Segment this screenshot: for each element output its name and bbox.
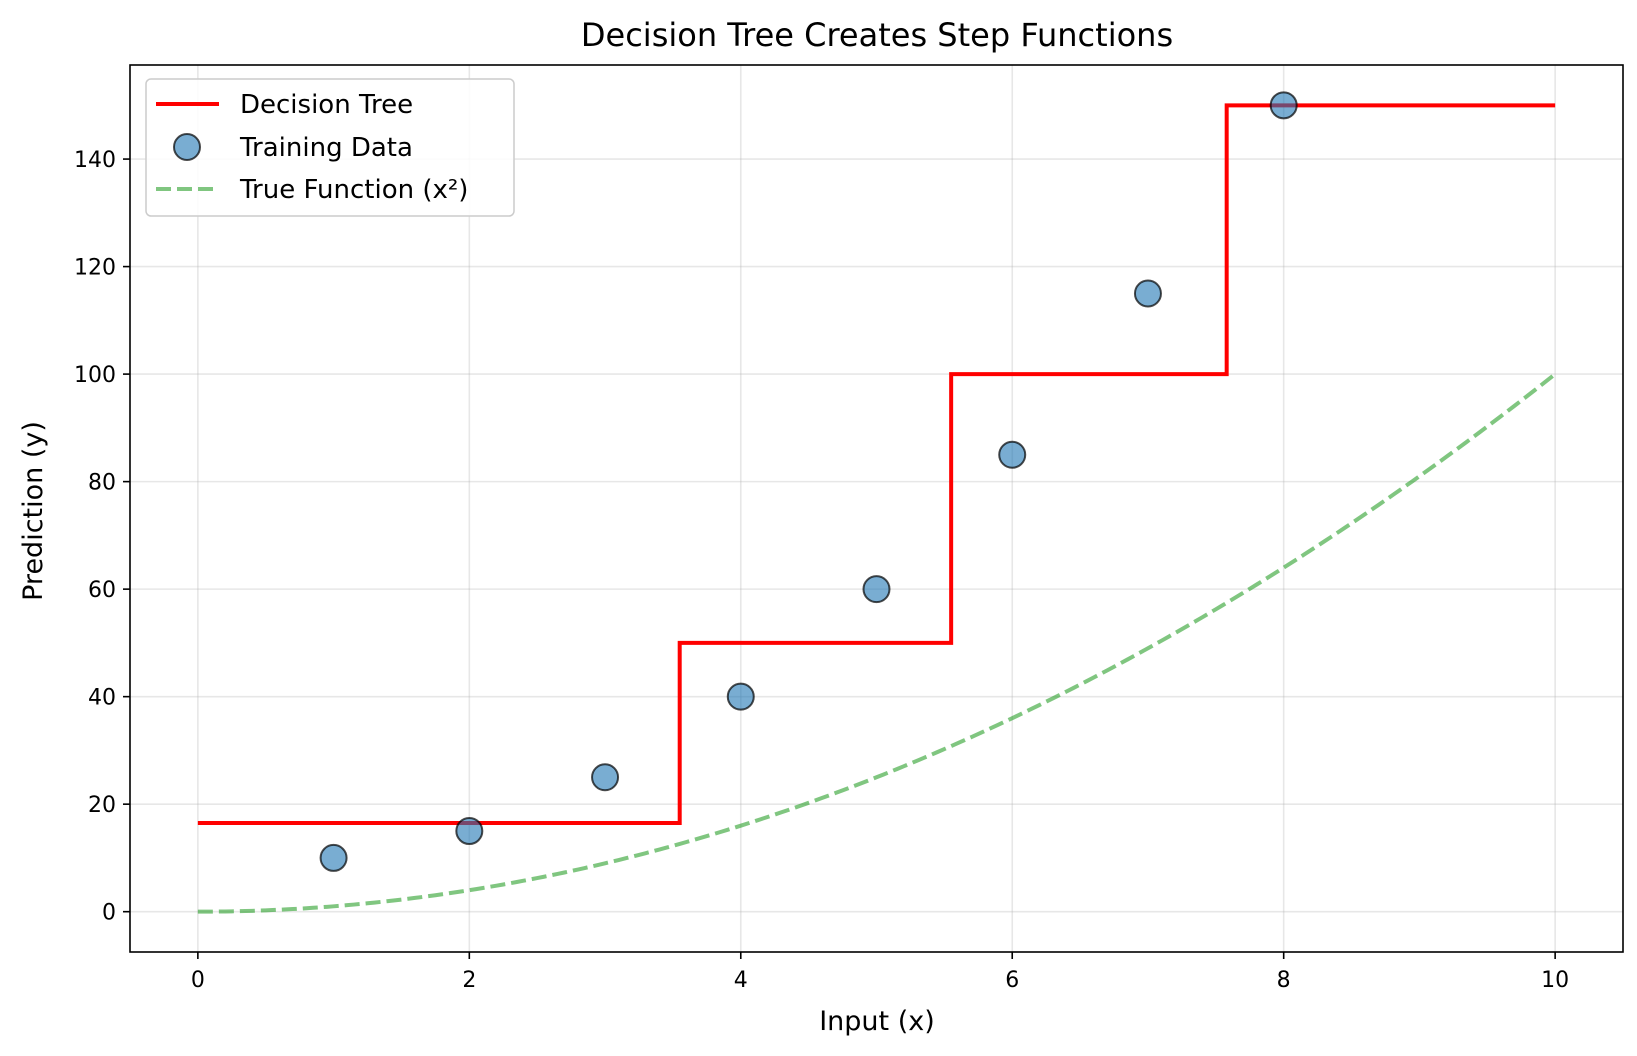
y-tick-label: 20 <box>88 793 116 818</box>
training-data-point <box>319 843 348 872</box>
y-tick-label: 60 <box>88 578 116 603</box>
training-data-point <box>455 817 484 846</box>
legend-decision-tree-label: Decision Tree <box>240 90 413 120</box>
training-data-point <box>726 682 755 711</box>
training-data-point <box>1133 279 1162 308</box>
training-data-point <box>998 440 1027 469</box>
chart-title: Decision Tree Creates Step Functions <box>581 16 1173 54</box>
legend-training-data-label: Training Data <box>239 133 413 163</box>
decision-tree-line <box>197 103 1556 825</box>
legend: Decision Tree Training Data True Functio… <box>145 78 515 217</box>
x-tick-label: 6 <box>1005 968 1019 993</box>
y-tick-label: 0 <box>102 901 116 926</box>
x-axis-label: Input (x) <box>819 1006 935 1037</box>
plot-frame <box>129 64 1624 953</box>
y-tick-label: 80 <box>88 471 116 496</box>
training-data-point <box>591 763 620 792</box>
legend-training-data-swatch <box>173 133 201 161</box>
y-tick-label: 100 <box>74 363 116 388</box>
training-data-point <box>1269 91 1298 120</box>
y-tick-label: 120 <box>74 256 116 281</box>
legend-box <box>145 78 515 217</box>
training-data-point <box>862 575 891 604</box>
legend-true-function-label: True Function (x²) <box>239 175 468 205</box>
x-tick-label: 8 <box>1277 968 1291 993</box>
y-tick-label: 40 <box>88 686 116 711</box>
y-axis-label: Prediction (y) <box>18 421 49 601</box>
grid <box>130 65 1623 952</box>
plot-series <box>197 91 1557 914</box>
x-tick-label: 4 <box>734 968 748 993</box>
true-function-line <box>197 372 1557 914</box>
x-tick-label: 10 <box>1541 968 1569 993</box>
y-tick-label: 140 <box>74 148 116 173</box>
x-tick-label: 0 <box>191 968 205 993</box>
x-tick-label: 2 <box>462 968 476 993</box>
